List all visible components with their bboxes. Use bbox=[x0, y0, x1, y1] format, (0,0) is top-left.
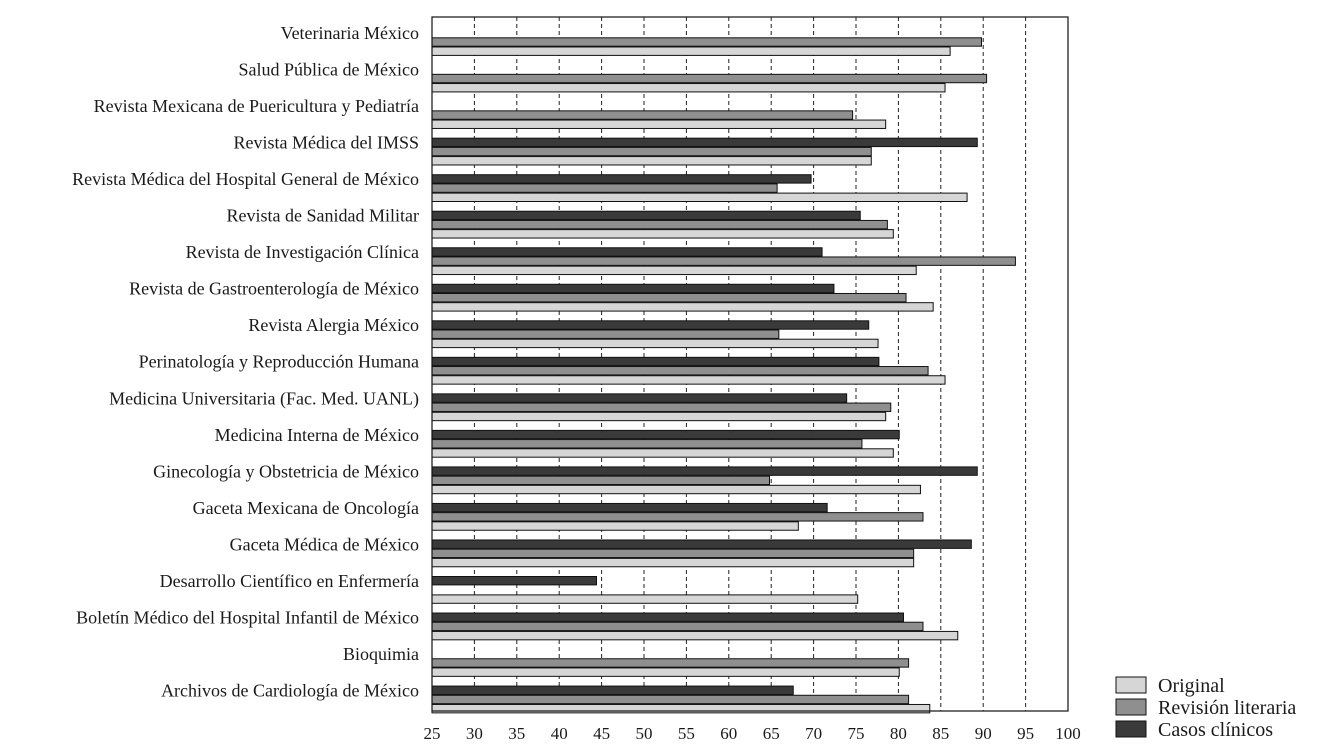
bar-casos-cl-nicos bbox=[431, 283, 835, 294]
bar-casos-cl-nicos bbox=[431, 502, 828, 513]
x-tick-60: 60 bbox=[720, 724, 737, 743]
bar-original bbox=[431, 703, 931, 714]
bar-casos-cl-nicos bbox=[431, 429, 900, 440]
bar-revisi-n-literaria bbox=[431, 621, 924, 632]
category-label: Bioquimia bbox=[343, 644, 419, 664]
x-tick-90: 90 bbox=[975, 724, 992, 743]
legend-label: Revisión literaria bbox=[1158, 697, 1296, 719]
category-label: Revista Mexicana de Puericultura y Pedia… bbox=[94, 96, 419, 116]
bar-casos-cl-nicos bbox=[431, 210, 861, 221]
category-label: Medicina Interna de México bbox=[215, 425, 419, 445]
bar-revisi-n-literaria bbox=[431, 402, 892, 412]
x-tick-65: 65 bbox=[763, 724, 780, 743]
bar-casos-cl-nicos bbox=[431, 539, 972, 549]
category-label: Veterinaria México bbox=[281, 23, 419, 43]
x-tick-100: 100 bbox=[1055, 724, 1081, 743]
x-tick-labels: 25 30 35 40 45 50 55 60 65 70 75 80 85 90 95 100 bbox=[424, 724, 1081, 743]
x-tick-85: 85 bbox=[932, 724, 949, 743]
bar-original bbox=[431, 302, 934, 312]
category-label: Ginecología y Obstetricia de México bbox=[153, 461, 419, 481]
bar-revisi-n-literaria bbox=[431, 366, 929, 376]
category-label: Boletín Médico del Hospital Infantil de … bbox=[76, 607, 419, 627]
bar-revisi-n-literaria bbox=[431, 110, 854, 120]
category-label: Desarrollo Científico en Enfermería bbox=[160, 571, 419, 591]
bar-casos-cl-nicos bbox=[431, 174, 812, 184]
category-labels: Veterinaria México Salud Pública de Méxic… bbox=[72, 23, 419, 700]
bar-revisi-n-literaria bbox=[431, 256, 1016, 266]
bar-casos-cl-nicos bbox=[431, 466, 978, 476]
bar-original bbox=[431, 83, 946, 93]
legend-swatch bbox=[1115, 676, 1147, 694]
bar-revisi-n-literaria bbox=[431, 512, 924, 522]
bars bbox=[431, 37, 1016, 714]
bar-original bbox=[431, 229, 894, 239]
bar-original bbox=[431, 192, 968, 203]
category-label: Salud Pública de México bbox=[239, 60, 419, 80]
bar-original bbox=[431, 265, 917, 276]
bar-original bbox=[431, 46, 951, 56]
bar-original bbox=[431, 667, 900, 677]
legend-swatch bbox=[1115, 698, 1147, 716]
bar-casos-cl-nicos bbox=[431, 393, 848, 403]
bar-revisi-n-literaria bbox=[431, 658, 910, 668]
x-tick-55: 55 bbox=[678, 724, 695, 743]
x-tick-80: 80 bbox=[890, 724, 907, 743]
bar-original bbox=[431, 521, 799, 531]
bar-original bbox=[431, 484, 921, 495]
x-tick-95: 95 bbox=[1017, 724, 1034, 743]
legend-label: Casos clínicos bbox=[1158, 719, 1273, 741]
bar-revisi-n-literaria bbox=[431, 146, 872, 157]
category-label: Revista Médica del IMSS bbox=[234, 133, 419, 153]
bar-casos-cl-nicos bbox=[431, 247, 823, 257]
category-label: Archivos de Cardiología de México bbox=[161, 680, 419, 700]
bar-casos-cl-nicos bbox=[431, 612, 904, 622]
plot-frame bbox=[431, 16, 1069, 712]
bar-revisi-n-literaria bbox=[431, 73, 988, 84]
bar-revisi-n-literaria bbox=[431, 475, 771, 486]
bar-revisi-n-literaria bbox=[431, 292, 907, 303]
bar-revisi-n-literaria bbox=[431, 548, 915, 559]
x-tick-30: 30 bbox=[466, 724, 483, 743]
category-label: Revista de Investigación Clínica bbox=[186, 242, 419, 262]
bar-original bbox=[431, 338, 879, 349]
bar-revisi-n-literaria bbox=[431, 329, 780, 339]
bar-original bbox=[431, 557, 915, 568]
category-label: Revista de Gastroenterología de México bbox=[129, 279, 419, 299]
legend-label: Original bbox=[1158, 675, 1225, 697]
x-tick-40: 40 bbox=[551, 724, 568, 743]
category-label: Gaceta Mexicana de Oncología bbox=[193, 498, 419, 518]
category-label: Revista Alergia México bbox=[248, 315, 419, 335]
category-label: Revista de Sanidad Militar bbox=[227, 206, 419, 226]
bar-original bbox=[431, 156, 872, 166]
category-label: Perinatología y Reproducción Humana bbox=[139, 352, 419, 372]
legend-swatch bbox=[1115, 720, 1147, 738]
bar-original bbox=[431, 448, 894, 458]
bar-revisi-n-literaria bbox=[431, 37, 983, 47]
x-tick-75: 75 bbox=[848, 724, 865, 743]
x-tick-70: 70 bbox=[805, 724, 822, 743]
x-tick-50: 50 bbox=[636, 724, 653, 743]
bar-revisi-n-literaria bbox=[431, 219, 888, 230]
category-label: Gaceta Médica de México bbox=[230, 534, 419, 554]
x-tick-25: 25 bbox=[424, 724, 441, 743]
x-tick-45: 45 bbox=[593, 724, 610, 743]
bar-casos-cl-nicos bbox=[431, 320, 870, 330]
bar-original bbox=[431, 630, 959, 641]
category-label: Revista Médica del Hospital General de M… bbox=[72, 169, 419, 189]
bar-casos-cl-nicos bbox=[431, 685, 794, 695]
bar-revisi-n-literaria bbox=[431, 183, 778, 193]
bar-original bbox=[431, 375, 946, 385]
bar-casos-cl-nicos bbox=[431, 356, 880, 367]
bar-casos-cl-nicos bbox=[431, 137, 978, 148]
bar-original bbox=[431, 119, 887, 129]
bar-revisi-n-literaria bbox=[431, 694, 910, 705]
bar-original bbox=[431, 411, 887, 422]
x-tick-35: 35 bbox=[508, 724, 525, 743]
bar-casos-cl-nicos bbox=[431, 575, 598, 586]
category-label: Medicina Universitaria (Fac. Med. UANL) bbox=[109, 388, 419, 409]
bar-revisi-n-literaria bbox=[431, 439, 863, 449]
bar-original bbox=[431, 594, 859, 604]
